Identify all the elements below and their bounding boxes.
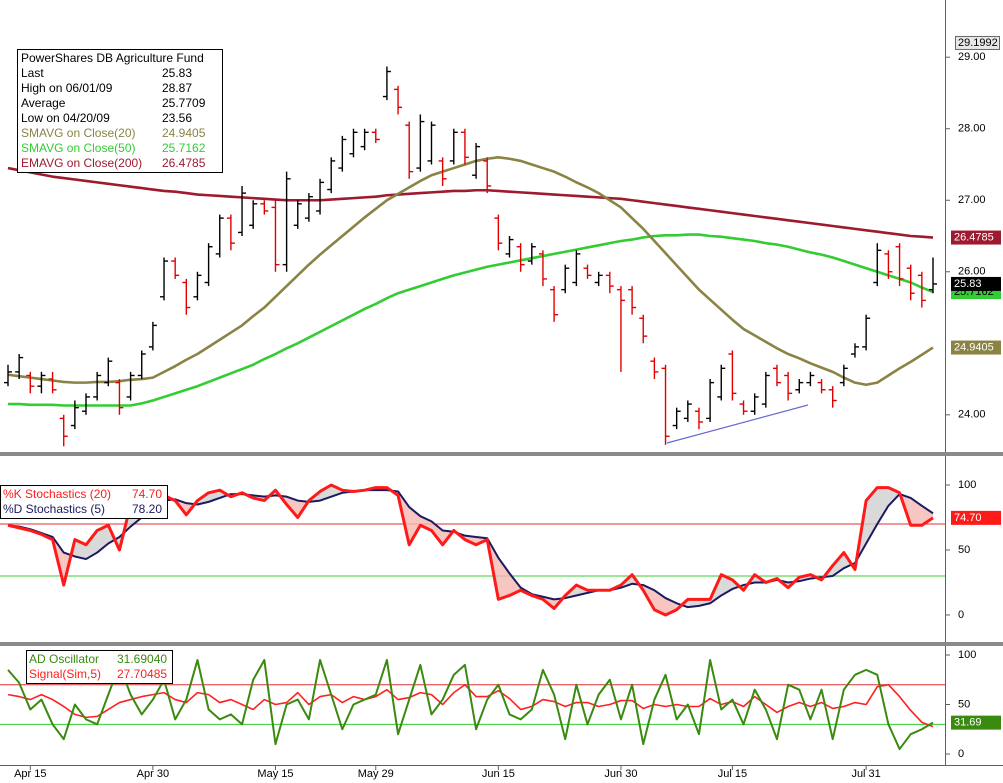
axis-value-box — [951, 510, 1001, 525]
legend-title: PowerShares DB Agriculture Fund — [21, 51, 204, 65]
stoch-fill — [86, 530, 98, 560]
legend-label: %K Stochastics (20) — [3, 487, 111, 501]
legend-value: 23.56 — [162, 111, 192, 125]
legend-label: AD Oscillator — [29, 652, 99, 666]
y-tick-label: 100 — [958, 649, 976, 661]
x-tick-label: Apr 15 — [14, 768, 46, 780]
legend-label: SMAVG on Close(50) — [21, 141, 136, 155]
legend-label: EMAVG on Close(200) — [21, 156, 142, 170]
legend-value: 28.87 — [162, 81, 192, 95]
axis-value-box — [951, 340, 1001, 355]
legend-label: %D Stochastics (5) — [3, 502, 105, 516]
x-tick-label: Jun 30 — [604, 768, 637, 780]
cursor-box-label: 29.1992 — [958, 37, 998, 49]
series-line — [7, 683, 934, 728]
series-line — [8, 233, 934, 407]
y-tick-label: 27.00 — [958, 194, 986, 206]
legend-box — [0, 485, 168, 519]
cursor-box — [955, 35, 1000, 50]
legend-label: SMAVG on Close(20) — [21, 126, 136, 140]
axis-value-box-label: 31.69 — [954, 717, 982, 729]
x-tick-label: May 15 — [257, 768, 293, 780]
y-tick-label: 50 — [958, 698, 970, 710]
legend-value: 25.7162 — [162, 141, 206, 155]
x-tick-label: May 29 — [358, 768, 394, 780]
panel-separator — [0, 452, 1003, 456]
legend-value: 25.83 — [162, 66, 192, 80]
x-tick-label: Apr 30 — [137, 768, 169, 780]
y-tick-label: 100 — [958, 479, 976, 491]
x-tick-label: Jul 31 — [851, 768, 880, 780]
stoch-fill — [921, 505, 933, 526]
panel-separator — [0, 642, 1003, 646]
y-tick-label: 50 — [958, 544, 970, 556]
stoch-fill — [866, 487, 878, 544]
stoch-fill — [498, 557, 510, 600]
axis-value-box-label: 26.4785 — [954, 231, 994, 243]
legend-value: 24.9405 — [162, 126, 206, 140]
legend-label: Last — [21, 66, 44, 80]
legend-value: 78.20 — [132, 502, 162, 516]
legend-value: 25.7709 — [162, 96, 206, 110]
legend-label: High on 06/01/09 — [21, 81, 113, 95]
last-value-box — [951, 276, 1001, 291]
y-tick-label: 29.00 — [958, 51, 986, 63]
axis-value-box — [951, 230, 1001, 245]
series-line — [7, 156, 934, 387]
legend-value: 31.69040 — [117, 652, 167, 666]
stoch-fill — [409, 507, 421, 545]
legend-value: 74.70 — [132, 487, 162, 501]
x-tick-label: Jun 15 — [482, 768, 515, 780]
legend-box — [17, 49, 223, 173]
y-tick-label: 0 — [958, 748, 964, 760]
axis-value-box-label: 74.70 — [954, 512, 982, 524]
legend-label: Low on 04/20/09 — [21, 111, 110, 125]
stoch-fill — [877, 487, 889, 524]
y-tick-label: 0 — [958, 609, 964, 621]
legend-value: 26.4785 — [162, 156, 206, 170]
axis-value-box — [951, 715, 1001, 730]
series-line — [7, 166, 934, 239]
plot-layer: 24.00 26.00 27.00 28.00 29.00 0 50 100 0 50 100 29.… — [0, 35, 1001, 780]
y-tick-label: 28.00 — [958, 123, 986, 135]
x-tick-label: Jul 15 — [718, 768, 747, 780]
legend-value: 27.70485 — [117, 667, 167, 681]
trend-line — [666, 404, 809, 444]
stoch-fill — [420, 516, 432, 531]
legend-box — [26, 650, 173, 684]
y-tick-label: 24.00 — [958, 409, 986, 421]
axis-value-box-label: 24.9405 — [954, 341, 994, 353]
legend-label: Average — [21, 96, 66, 110]
y-tick-label: 26.00 — [958, 266, 986, 278]
legend-label: Signal(Sim,5) — [29, 667, 101, 681]
last-value-box-label: 25.83 — [954, 278, 982, 290]
legend-layer: PowerShares DB Agriculture Fund Last 25.8… — [0, 49, 223, 684]
